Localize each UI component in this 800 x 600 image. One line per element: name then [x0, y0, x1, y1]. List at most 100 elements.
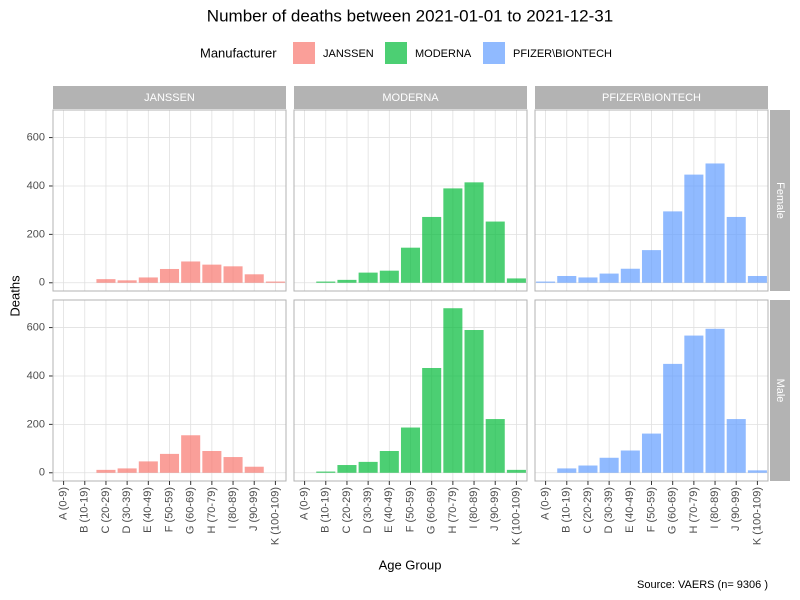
- y-tick-label: 200: [27, 418, 45, 430]
- x-tick-label: B (10-19): [561, 487, 573, 533]
- x-tick-label: C (20-29): [100, 487, 112, 533]
- bar: [159, 453, 180, 473]
- bar: [663, 363, 683, 473]
- x-tick-label: K (100-109): [751, 487, 763, 545]
- x-tick-label: B (10-19): [320, 487, 332, 533]
- x-tick-label: D (30-39): [362, 487, 374, 533]
- x-tick-label: A (0-9): [539, 487, 551, 520]
- bar: [578, 277, 598, 283]
- facet-strip: [294, 86, 527, 109]
- bar: [422, 367, 442, 473]
- y-tick-label: 0: [39, 277, 45, 289]
- facet-strip: [53, 86, 286, 109]
- facet-label: PFIZER\BIONTECH: [602, 92, 701, 104]
- x-tick-label: F (50-59): [645, 487, 657, 532]
- bar: [599, 457, 619, 473]
- bar: [557, 275, 577, 283]
- bar: [536, 281, 556, 283]
- x-tick-label: A (0-9): [298, 487, 310, 520]
- legend-key: [385, 42, 407, 64]
- bar: [726, 419, 746, 473]
- y-tick-label: 400: [27, 180, 45, 192]
- x-tick-label: I (80-89): [709, 487, 721, 529]
- bar: [400, 427, 421, 473]
- legend-key: [483, 42, 505, 64]
- bar: [578, 465, 598, 473]
- bar: [641, 250, 662, 283]
- bar: [181, 435, 201, 473]
- legend-label: MODERNA: [415, 48, 472, 60]
- x-tick-label: F (50-59): [163, 487, 175, 532]
- bar: [506, 469, 526, 473]
- x-tick-label: G (60-69): [185, 487, 197, 534]
- x-tick-label: H (70-79): [206, 487, 218, 533]
- legend-label: JANSSEN: [323, 48, 374, 60]
- bar: [202, 450, 222, 473]
- x-tick-label: J (90-99): [489, 487, 501, 531]
- bar: [244, 466, 264, 473]
- bar: [379, 450, 399, 473]
- bar: [684, 174, 704, 283]
- bar: [138, 461, 158, 473]
- bar: [358, 461, 378, 473]
- bar: [96, 469, 116, 473]
- bar: [557, 468, 577, 473]
- facet-label: MODERNA: [382, 92, 439, 104]
- bar: [726, 216, 746, 283]
- bar: [464, 330, 484, 473]
- bar: [443, 308, 463, 473]
- bar: [485, 221, 505, 283]
- x-tick-label: G (60-69): [667, 487, 679, 534]
- bar: [181, 261, 201, 283]
- bar: [379, 270, 399, 283]
- bar: [358, 272, 378, 283]
- bar: [117, 280, 137, 283]
- panel-border: [293, 109, 528, 292]
- y-axis-label: Deaths: [7, 275, 22, 317]
- bar: [641, 433, 662, 473]
- x-tick-label: B (10-19): [79, 487, 91, 533]
- bar: [620, 450, 640, 473]
- y-tick-label: 200: [27, 228, 45, 240]
- y-tick-label: 0: [39, 467, 45, 479]
- facet-strip: [770, 300, 790, 481]
- legend-title: Manufacturer: [200, 45, 277, 60]
- x-tick-label: F (50-59): [404, 487, 416, 532]
- bar: [747, 470, 767, 473]
- bar: [244, 274, 264, 283]
- x-tick-label: J (90-99): [248, 487, 260, 531]
- x-tick-label: K (100-109): [510, 487, 522, 545]
- bar: [400, 247, 421, 283]
- bar: [202, 264, 222, 283]
- bar: [747, 275, 767, 283]
- bar: [223, 266, 243, 283]
- bar: [443, 188, 463, 283]
- bar: [506, 278, 526, 283]
- facet-row-label: Female: [774, 182, 786, 219]
- bar: [684, 335, 704, 473]
- facet-strip: [770, 110, 790, 291]
- x-tick-label: I (80-89): [468, 487, 480, 529]
- x-tick-label: D (30-39): [121, 487, 133, 533]
- x-tick-label: A (0-9): [57, 487, 69, 520]
- bar: [223, 457, 243, 473]
- bar: [485, 419, 505, 473]
- bar: [705, 163, 725, 283]
- y-tick-label: 600: [27, 321, 45, 333]
- legend-label: PFIZER\BIONTECH: [513, 48, 612, 60]
- x-tick-label: E (40-49): [624, 487, 636, 533]
- bar: [620, 268, 640, 283]
- bar: [117, 468, 137, 473]
- bar: [705, 328, 725, 473]
- bar: [138, 277, 158, 283]
- bar: [599, 273, 619, 283]
- x-tick-label: E (40-49): [383, 487, 395, 533]
- bar: [464, 182, 484, 283]
- x-tick-label: K (100-109): [269, 487, 281, 545]
- x-tick-label: C (20-29): [582, 487, 594, 533]
- x-tick-label: G (60-69): [426, 487, 438, 534]
- bar: [337, 465, 357, 473]
- bar: [663, 211, 683, 283]
- bar: [265, 281, 285, 283]
